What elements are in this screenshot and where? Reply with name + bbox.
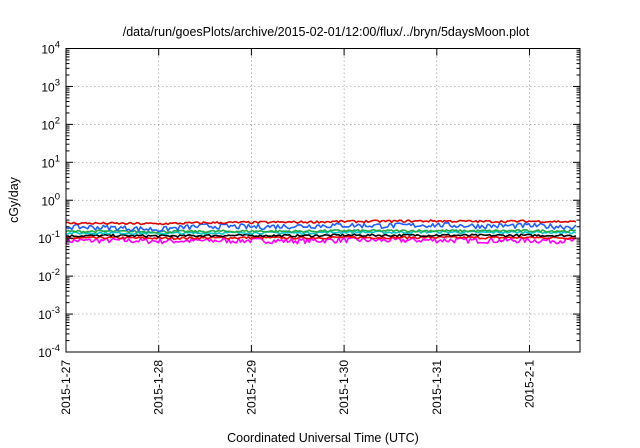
x-tick-label: 2015-1-27 [59, 360, 73, 415]
series-line [65, 228, 577, 234]
series-line [65, 236, 577, 245]
x-tick-label: 2015-1-28 [152, 360, 166, 415]
y-tick-label: 101 [41, 153, 60, 170]
y-tick-label: 10-2 [38, 267, 60, 284]
y-tick-label: 100 [41, 191, 60, 208]
y-tick-label: 104 [41, 40, 60, 57]
y-tick-label: 10-3 [38, 305, 60, 322]
axis-ticks [65, 48, 580, 353]
y-axis-label: cGy/day [7, 176, 21, 223]
series-line [65, 221, 577, 233]
x-tick-label: 2015-1-30 [337, 360, 351, 415]
y-tick-labels: 10-4 10-3 10-2 10-1 100 101 102 103 104 [38, 40, 60, 361]
chart-title: /data/run/goesPlots/archive/2015-02-01/1… [123, 25, 530, 39]
y-tick-label: 103 [41, 77, 60, 94]
x-tick-label: 2015-1-29 [244, 360, 258, 415]
x-tick-label: 2015-2-1 [523, 360, 537, 408]
x-tick-label: 2015-1-31 [430, 360, 444, 415]
x-tick-labels: 2015-1-27 2015-1-28 2015-1-29 2015-1-30 2015… [59, 360, 537, 415]
series-line [65, 235, 577, 241]
y-tick-label: 102 [41, 115, 60, 132]
x-axis-label: Coordinated Universal Time (UTC) [227, 431, 419, 445]
series-lines [65, 219, 577, 245]
series-line [65, 233, 577, 238]
grid-lines [66, 48, 580, 352]
series-line [66, 219, 577, 226]
y-tick-label: 10-1 [38, 229, 60, 246]
y-tick-label: 10-4 [38, 343, 60, 360]
